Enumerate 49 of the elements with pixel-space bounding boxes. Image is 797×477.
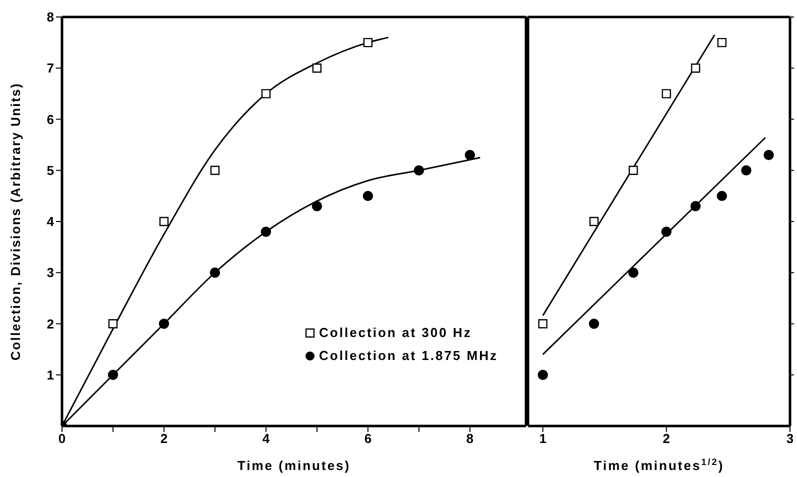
point bbox=[538, 319, 548, 328]
point bbox=[414, 165, 424, 176]
point bbox=[312, 64, 322, 73]
point bbox=[628, 268, 638, 278]
point bbox=[210, 268, 220, 278]
y-tick-label: 4 bbox=[46, 214, 55, 230]
y-tick-label: 7 bbox=[46, 60, 54, 76]
point bbox=[741, 165, 752, 176]
point bbox=[260, 226, 272, 237]
point bbox=[716, 190, 728, 202]
point bbox=[538, 370, 548, 380]
x-tick-label: 8 bbox=[466, 431, 474, 446]
x-axis-title: Time (minutes$^{1/2}$) bbox=[594, 457, 724, 473]
x-tick-label: 4 bbox=[262, 431, 270, 446]
point bbox=[210, 166, 220, 175]
point bbox=[158, 318, 170, 329]
y-axis-title: Collection, Divisions (Arbitrary Units) bbox=[8, 82, 23, 360]
point bbox=[690, 64, 700, 73]
point bbox=[464, 150, 476, 160]
y-tick-label: 6 bbox=[46, 112, 54, 127]
point bbox=[588, 318, 600, 329]
point bbox=[662, 89, 672, 98]
point bbox=[764, 150, 774, 160]
x-tick-label: 3 bbox=[786, 431, 794, 446]
point bbox=[717, 38, 727, 48]
point bbox=[363, 38, 373, 48]
y-tick-label: 1 bbox=[46, 367, 54, 382]
point bbox=[108, 370, 118, 380]
point bbox=[661, 226, 672, 237]
y-tick-label: 3 bbox=[46, 265, 54, 280]
y-tick-label: 2 bbox=[46, 316, 54, 332]
legend-label: Collection at 1.875 MHz bbox=[319, 348, 498, 363]
point bbox=[690, 201, 701, 212]
x-tick-label: 6 bbox=[364, 431, 372, 446]
point bbox=[261, 89, 271, 98]
x-tick-label: 1 bbox=[539, 431, 546, 446]
x-tick-label: 0 bbox=[58, 431, 66, 446]
point bbox=[312, 201, 322, 212]
x-tick-label: 2 bbox=[160, 431, 168, 446]
point bbox=[362, 190, 374, 202]
y-tick-label: 8 bbox=[46, 10, 54, 25]
point bbox=[159, 216, 169, 226]
x-tick-label: 2 bbox=[662, 431, 670, 446]
point bbox=[589, 216, 599, 226]
legend-label: Collection at 300 Hz bbox=[319, 325, 472, 340]
x-axis-title: Time (minutes) bbox=[237, 458, 351, 473]
point bbox=[628, 166, 638, 175]
y-tick-label: 5 bbox=[46, 162, 54, 178]
point bbox=[108, 319, 118, 328]
